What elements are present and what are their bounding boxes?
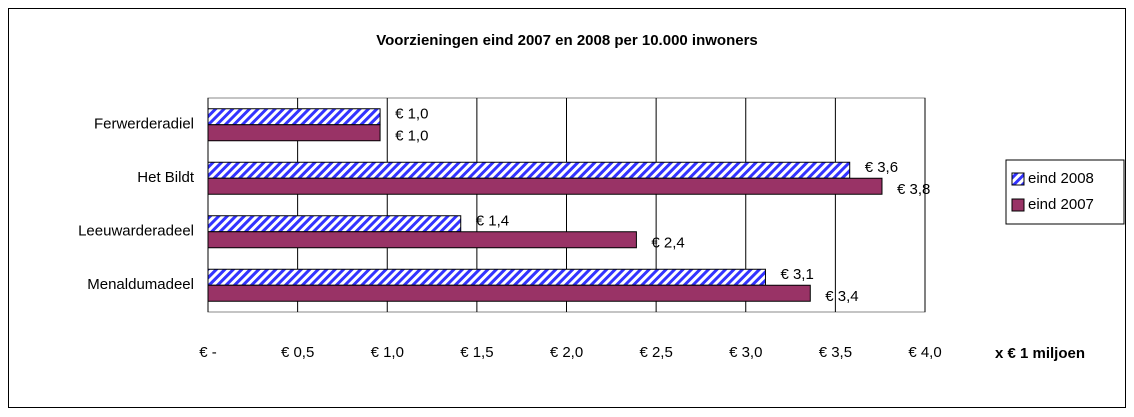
- x-tick-label: € 2,5: [639, 344, 672, 361]
- x-tick-label: € -: [199, 344, 217, 361]
- value-label: € 3,6: [865, 159, 898, 176]
- value-label: € 1,4: [476, 213, 509, 230]
- x-tick-label: € 3,5: [819, 344, 852, 361]
- chart-title: Voorzieningen eind 2007 en 2008 per 10.0…: [376, 32, 758, 49]
- legend-box: [1005, 159, 1125, 225]
- legend-label: eind 2007: [1028, 196, 1094, 213]
- bar: [207, 124, 381, 142]
- value-label: € 2,4: [651, 235, 684, 252]
- bar: [207, 284, 811, 302]
- x-axis-label: x € 1 miljoen: [995, 345, 1085, 362]
- legend-swatch: [1011, 198, 1025, 212]
- x-tick-label: € 2,0: [550, 344, 583, 361]
- value-label: € 3,8: [897, 181, 930, 198]
- value-label: € 3,1: [780, 266, 813, 283]
- bar: [207, 177, 883, 195]
- x-tick-label: € 4,0: [908, 344, 941, 361]
- x-tick-label: € 1,5: [460, 344, 493, 361]
- value-label: € 1,0: [395, 128, 428, 145]
- x-tick-label: € 1,0: [371, 344, 404, 361]
- bar: [207, 231, 637, 249]
- value-label: € 1,0: [395, 106, 428, 123]
- bar: [207, 108, 381, 126]
- bar: [207, 161, 851, 179]
- x-tick-label: € 0,5: [281, 344, 314, 361]
- y-tick-label: Menaldumadeel: [87, 276, 194, 293]
- y-tick-label: Leeuwarderadeel: [78, 223, 194, 240]
- bar: [207, 268, 766, 286]
- value-label: € 3,4: [825, 288, 858, 305]
- legend-swatch: [1011, 172, 1025, 186]
- bar: [207, 215, 462, 233]
- y-tick-label: Het Bildt: [137, 169, 195, 186]
- x-tick-label: € 3,0: [729, 344, 762, 361]
- legend-label: eind 2008: [1028, 170, 1094, 187]
- y-tick-label: Ferwerderadiel: [94, 116, 194, 133]
